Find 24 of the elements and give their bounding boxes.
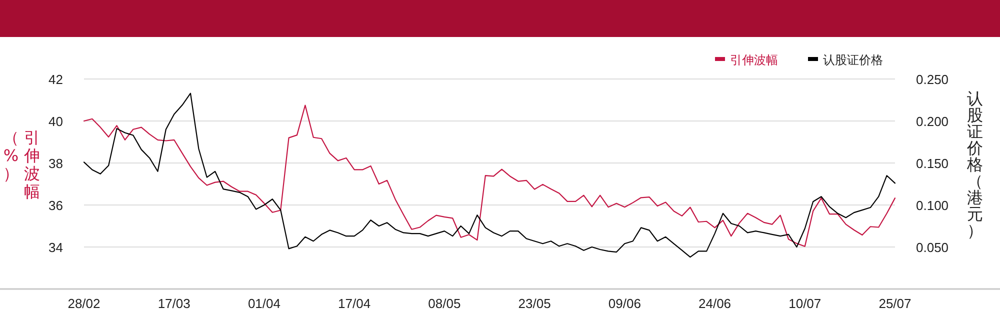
x-tick-label: 01/04: [248, 296, 280, 311]
x-tick-label: 24/06: [698, 296, 732, 311]
y-tick-label: 34: [48, 240, 63, 255]
x-tick-label: 28/02: [68, 296, 100, 311]
y2-tick-label: 0.250: [916, 72, 949, 87]
x-tick-label: 17/03: [158, 296, 190, 311]
legend-label: 认股证价格: [823, 53, 883, 67]
y-tick-label: 42: [48, 72, 63, 87]
y-tick-label: 36: [48, 198, 63, 213]
y2-tick-label: 0.050: [916, 240, 949, 255]
x-tick-label: 23/05: [518, 296, 551, 311]
legend-label: 引伸波幅: [730, 53, 778, 67]
y2-tick-label: 0.200: [916, 114, 949, 129]
x-tick-label: 17/04: [338, 296, 371, 311]
y2-tick-label: 0.150: [916, 156, 949, 171]
y2-tick-label: 0.100: [916, 198, 949, 213]
y-tick-label: 38: [48, 156, 63, 171]
x-tick-label: 25/07: [878, 296, 912, 311]
y2-axis-title: 认股证价格（港元）: [967, 89, 983, 240]
x-tick-label: 08/05: [428, 296, 461, 311]
x-tick-label: 10/07: [788, 296, 822, 311]
y-axis-title: 引伸波幅（%）: [3, 128, 40, 201]
y-tick-label: 40: [48, 114, 63, 129]
x-tick-label: 09/06: [608, 296, 641, 311]
